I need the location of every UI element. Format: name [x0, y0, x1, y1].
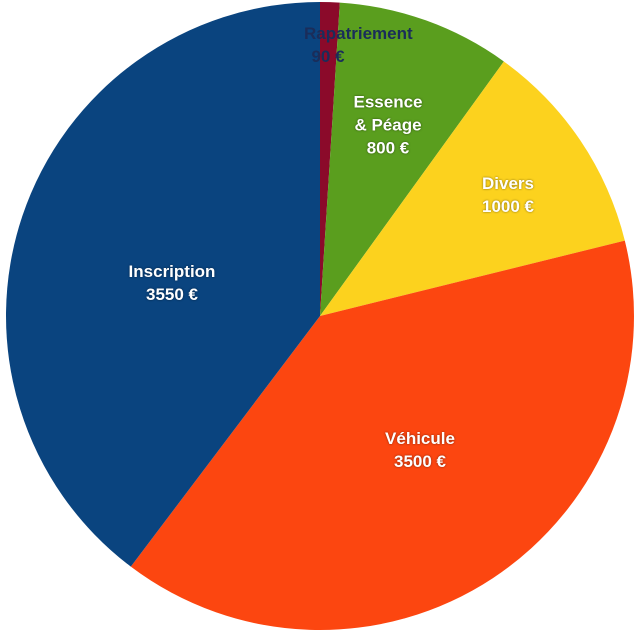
slice-value: 3500 € [394, 452, 446, 471]
pie-slice [320, 61, 625, 317]
slice-name: Divers [482, 174, 534, 193]
slice-label: Divers 1000 € [458, 172, 558, 218]
slice-name: Inscription [128, 262, 216, 281]
slice-value: 3550 € [146, 285, 198, 304]
slice-label: Véhicule 3500 € [365, 427, 475, 473]
pie-slice [320, 2, 340, 316]
slice-value: 90 € [311, 47, 345, 66]
pie-slice [130, 240, 635, 630]
slice-value: 1000 € [482, 197, 534, 216]
slice-label: Rapatriement 90 € [304, 22, 413, 68]
slice-name: Véhicule [385, 429, 455, 448]
slice-name: Rapatriement [304, 22, 413, 45]
slice-label: Essence & Péage 800 € [348, 91, 428, 160]
slice-label: Inscription 3550 € [107, 260, 237, 306]
pie-slice [6, 2, 320, 567]
slice-name: Essence & Péage [353, 92, 423, 135]
pie-slice [320, 2, 504, 316]
slice-value: 800 € [366, 138, 410, 158]
